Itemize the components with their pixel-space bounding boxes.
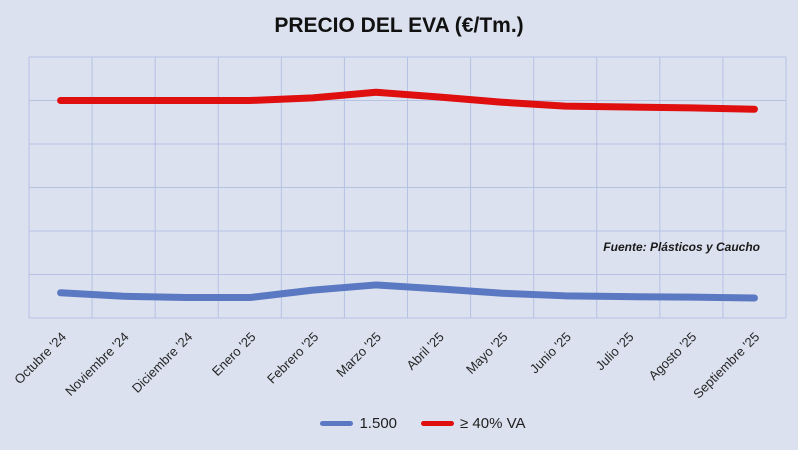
chart-title: PRECIO DEL EVA (€/Tm.) (274, 14, 524, 37)
source-note: Fuente: Plásticos y Caucho (603, 240, 760, 254)
series-line-40va (57, 88, 758, 113)
legend-swatch-red-line (421, 420, 455, 427)
legend: 1.500 ≥ 40% VA (24, 415, 798, 432)
legend-item-40va: ≥ 40% VA (421, 415, 526, 432)
legend-swatch-blue-line (320, 420, 354, 427)
legend-label: 1.500 (359, 415, 398, 432)
legend-item-1500: 1.500 (320, 415, 397, 432)
series-line-1500 (57, 281, 758, 302)
legend-label: ≥ 40% VA (460, 415, 526, 432)
